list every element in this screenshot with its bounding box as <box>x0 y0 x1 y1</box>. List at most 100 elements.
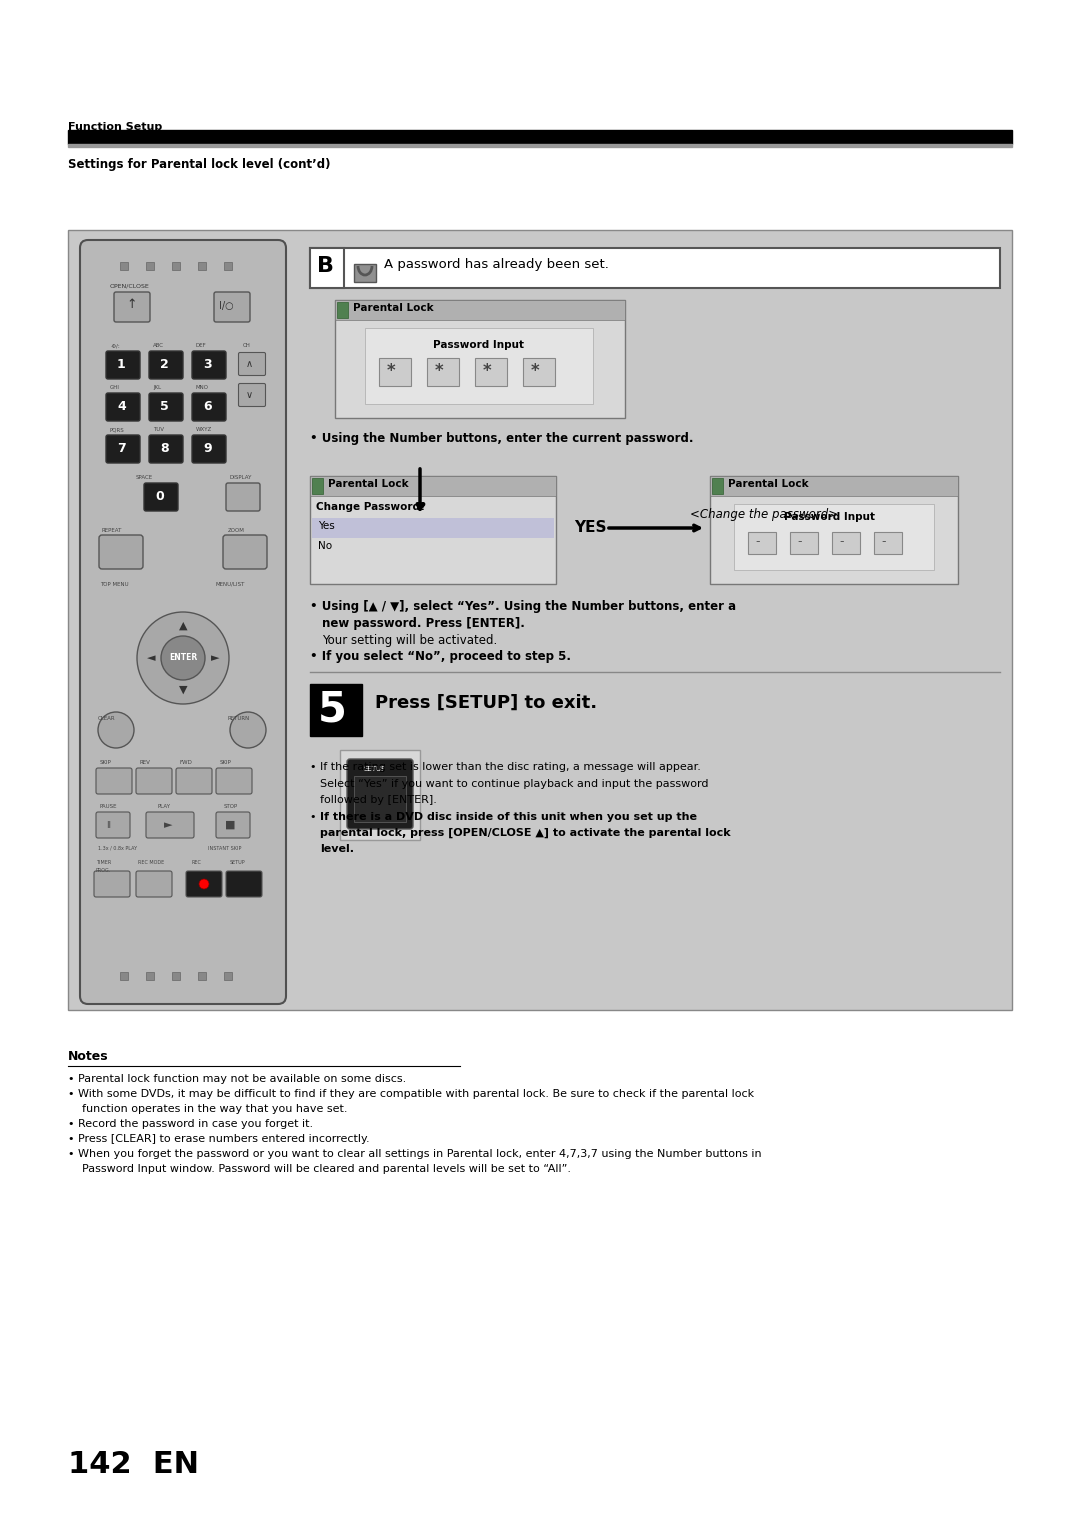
Text: STOP: STOP <box>224 804 239 808</box>
Circle shape <box>230 712 266 749</box>
FancyBboxPatch shape <box>192 351 226 379</box>
Text: ◄: ◄ <box>147 652 156 663</box>
Text: WXYZ: WXYZ <box>195 426 213 432</box>
FancyBboxPatch shape <box>106 435 140 463</box>
Bar <box>310 248 345 287</box>
Text: PROG.: PROG. <box>96 868 111 872</box>
Text: Settings for Parental lock level (cont’d): Settings for Parental lock level (cont’d… <box>68 157 330 171</box>
FancyBboxPatch shape <box>186 871 222 897</box>
Text: SPACE: SPACE <box>136 475 153 480</box>
Text: 1: 1 <box>117 359 125 371</box>
FancyBboxPatch shape <box>146 811 194 837</box>
Bar <box>312 518 554 538</box>
Text: *: * <box>483 362 491 380</box>
Text: -: - <box>839 535 843 549</box>
Text: SETUP: SETUP <box>230 860 245 865</box>
Text: 7: 7 <box>117 443 125 455</box>
Text: <Change the password>: <Change the password> <box>690 507 838 521</box>
FancyBboxPatch shape <box>216 811 249 837</box>
Text: No: No <box>318 541 333 552</box>
Text: ·Φ/:: ·Φ/: <box>110 342 120 348</box>
FancyBboxPatch shape <box>214 292 249 322</box>
Text: MNO: MNO <box>195 385 210 390</box>
FancyBboxPatch shape <box>226 871 262 897</box>
Text: JKL: JKL <box>153 385 161 390</box>
FancyBboxPatch shape <box>144 483 178 510</box>
Text: I/○: I/○ <box>219 301 233 312</box>
Text: REC: REC <box>191 860 201 865</box>
Bar <box>310 477 556 584</box>
Bar <box>310 477 556 497</box>
Text: ►: ► <box>164 821 172 830</box>
Text: MENU/LIST: MENU/LIST <box>216 582 245 587</box>
Text: OPEN/CLOSE: OPEN/CLOSE <box>110 284 150 289</box>
Text: Parental Lock: Parental Lock <box>353 303 434 313</box>
FancyBboxPatch shape <box>149 351 183 379</box>
Text: PLAY: PLAY <box>158 804 171 808</box>
Text: • Using the Number buttons, enter the current password.: • Using the Number buttons, enter the cu… <box>310 432 693 445</box>
Text: ∧: ∧ <box>246 359 253 368</box>
Text: REPEAT: REPEAT <box>102 529 122 533</box>
Text: ↑: ↑ <box>126 298 136 312</box>
Bar <box>789 532 818 555</box>
Text: Parental Lock: Parental Lock <box>728 478 809 489</box>
Text: new password. Press [ENTER].: new password. Press [ENTER]. <box>322 617 525 630</box>
Circle shape <box>98 712 134 749</box>
Bar <box>146 261 154 270</box>
Bar <box>198 972 206 979</box>
Text: TIMER: TIMER <box>96 860 111 865</box>
Text: 2: 2 <box>160 359 168 371</box>
Bar <box>68 144 1012 147</box>
Text: • Record the password in case you forget it.: • Record the password in case you forget… <box>68 1118 313 1129</box>
Text: PQRS: PQRS <box>110 426 125 432</box>
FancyBboxPatch shape <box>222 535 267 568</box>
Bar <box>354 264 376 283</box>
Text: • When you forget the password or you want to clear all settings in Parental loc: • When you forget the password or you wa… <box>68 1149 761 1160</box>
FancyBboxPatch shape <box>239 353 266 376</box>
Bar <box>312 478 323 494</box>
Text: Change Password?: Change Password? <box>316 503 426 512</box>
Bar <box>874 532 902 555</box>
Bar <box>354 776 406 822</box>
Text: ENTER: ENTER <box>168 654 198 663</box>
Text: 5: 5 <box>318 688 347 730</box>
FancyBboxPatch shape <box>239 384 266 406</box>
Text: YES: YES <box>573 520 607 535</box>
Bar <box>198 261 206 270</box>
Bar <box>340 750 420 840</box>
Text: If there is a DVD disc inside of this unit when you set up the: If there is a DVD disc inside of this un… <box>320 811 697 822</box>
Text: Password Input: Password Input <box>784 512 875 523</box>
Text: Yes: Yes <box>318 521 335 532</box>
Text: ■: ■ <box>225 821 235 830</box>
Text: SKIP: SKIP <box>220 759 232 766</box>
FancyBboxPatch shape <box>226 483 260 510</box>
Text: TOP MENU: TOP MENU <box>100 582 129 587</box>
FancyBboxPatch shape <box>347 759 413 830</box>
Text: • Press [CLEAR] to erase numbers entered incorrectly.: • Press [CLEAR] to erase numbers entered… <box>68 1134 369 1144</box>
Text: ZOOM: ZOOM <box>228 529 245 533</box>
FancyBboxPatch shape <box>96 811 130 837</box>
Text: 1.3x / 0.8x PLAY: 1.3x / 0.8x PLAY <box>98 847 137 851</box>
Text: Function Setup: Function Setup <box>68 122 162 131</box>
Text: ►: ► <box>211 652 219 663</box>
FancyBboxPatch shape <box>114 292 150 322</box>
FancyBboxPatch shape <box>99 535 143 568</box>
Bar <box>172 972 180 979</box>
Text: ∨: ∨ <box>246 390 253 400</box>
Bar <box>120 972 129 979</box>
Text: Password Input window. Password will be cleared and parental levels will be set : Password Input window. Password will be … <box>82 1164 571 1174</box>
Bar <box>710 477 958 584</box>
FancyBboxPatch shape <box>176 769 212 795</box>
FancyBboxPatch shape <box>80 240 286 1004</box>
Text: DEF: DEF <box>195 342 206 348</box>
Text: 3: 3 <box>203 359 212 371</box>
Text: function operates in the way that you have set.: function operates in the way that you ha… <box>82 1105 348 1114</box>
FancyBboxPatch shape <box>192 435 226 463</box>
Bar <box>712 478 723 494</box>
Bar <box>379 358 411 387</box>
Bar <box>475 358 507 387</box>
Bar <box>427 358 459 387</box>
Text: RETURN: RETURN <box>228 717 251 721</box>
Bar <box>335 299 625 319</box>
Text: 6: 6 <box>203 400 212 414</box>
